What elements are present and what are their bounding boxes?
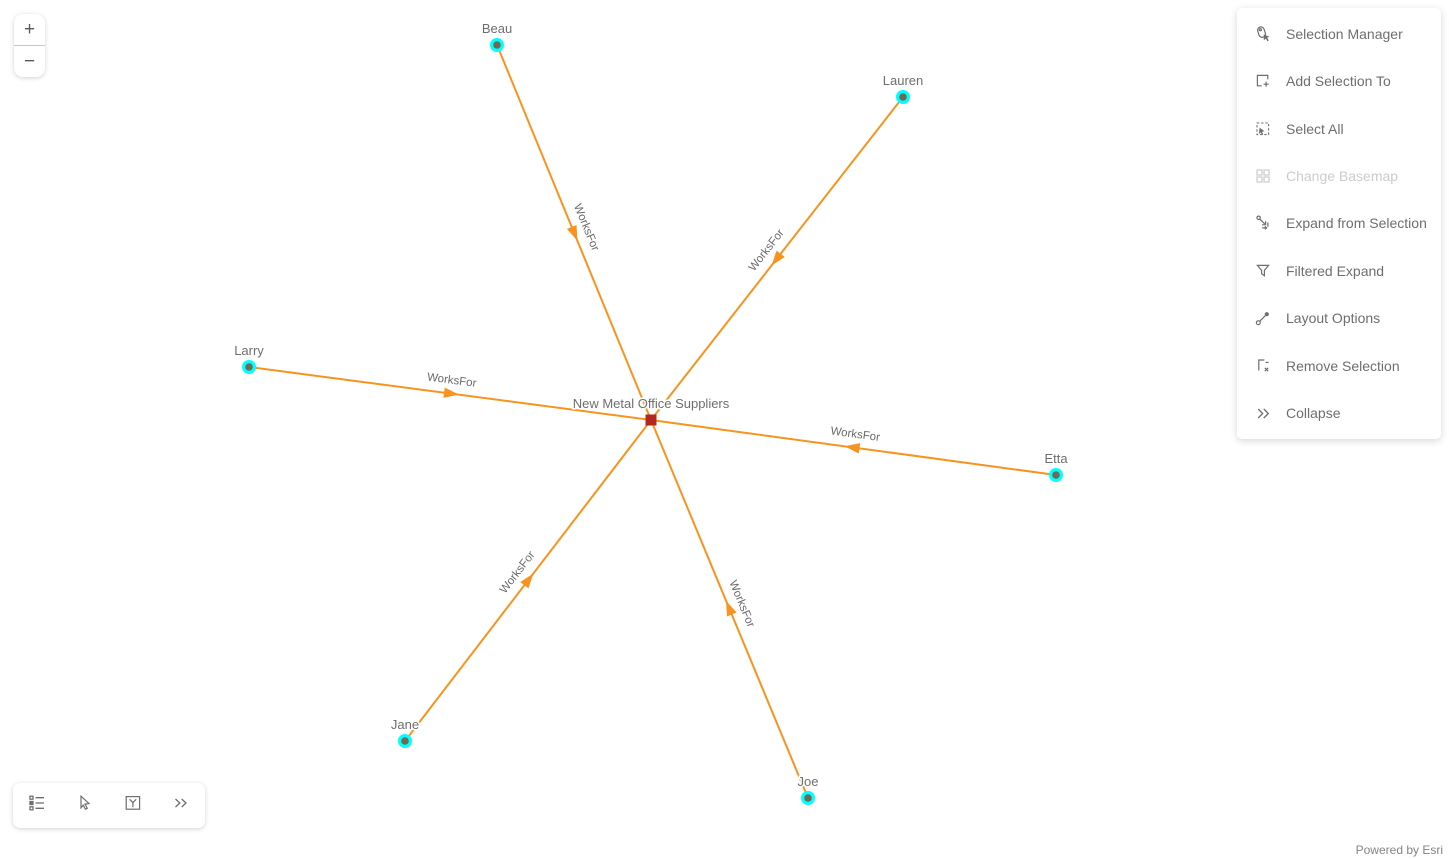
node-label-joe: Joe: [798, 774, 819, 789]
menu-item-label: Selection Manager: [1286, 25, 1403, 42]
menu-item-selection-manager[interactable]: Selection Manager: [1237, 10, 1441, 57]
expand-from-selection-icon: [1254, 214, 1272, 232]
node-supplier[interactable]: [645, 414, 657, 426]
collapse-icon: [1254, 404, 1272, 422]
edge-label: WorksFor: [426, 371, 477, 389]
edge-arrow: [726, 600, 737, 617]
menu-item-filtered-expand[interactable]: Filtered Expand: [1237, 247, 1441, 294]
expand-chevrons-icon: [171, 793, 191, 818]
map-toolbar: [13, 783, 205, 828]
edge-arrow: [771, 250, 785, 266]
node-label-lauren: Lauren: [883, 73, 923, 88]
legend-list-icon: [27, 793, 47, 818]
entity-dot: [899, 93, 907, 101]
edges-layer: [248, 44, 1057, 799]
node-label-jane: Jane: [391, 717, 419, 732]
nodes-layer: [242, 38, 1063, 805]
menu-item-label: Select All: [1286, 120, 1344, 137]
remove-selection-icon: [1254, 357, 1272, 375]
node-larry[interactable]: [242, 360, 256, 374]
zoom-in-button[interactable]: +: [14, 14, 45, 46]
zoom-control: + −: [14, 14, 45, 77]
node-jane[interactable]: [398, 734, 412, 748]
menu-item-remove-selection[interactable]: Remove Selection: [1237, 342, 1441, 389]
edge-arrow: [566, 224, 578, 241]
menu-item-label: Change Basemap: [1286, 168, 1399, 185]
menu-item-layout-options[interactable]: Layout Options: [1237, 295, 1441, 342]
zoom-out-button[interactable]: −: [23, 50, 36, 72]
menu-item-label: Expand from Selection: [1286, 215, 1427, 232]
menu-item-change-basemap: Change Basemap: [1237, 152, 1441, 199]
menu-item-label: Remove Selection: [1286, 357, 1400, 374]
node-label-larry: Larry: [234, 343, 264, 358]
powered-by-esri-attribution: Powered by Esri: [1355, 843, 1443, 857]
change-basemap-icon: [1254, 167, 1272, 185]
edge-arrow: [844, 443, 861, 454]
entity-dot: [245, 363, 253, 371]
entity-dot: [493, 41, 501, 49]
menu-item-label: Add Selection To: [1286, 73, 1391, 90]
edge-label: WorksFor: [498, 549, 538, 596]
node-label-supplier: New Metal Office Suppliers: [573, 396, 730, 411]
filtered-expand-icon: [1254, 262, 1272, 280]
edge-label: WorksFor: [830, 425, 881, 444]
layout-graph-icon: [123, 793, 143, 818]
node-label-etta: Etta: [1044, 451, 1068, 466]
select-cursor-button[interactable]: [68, 789, 102, 823]
layout-options-icon: [1254, 309, 1272, 327]
selection-context-menu: Selection Manager Add Selection To Selec…: [1237, 8, 1441, 439]
entity-dot: [804, 794, 812, 802]
expand-toolbar-button[interactable]: [164, 789, 198, 823]
node-label-beau: Beau: [482, 21, 512, 36]
select-all-icon: [1254, 120, 1272, 138]
select-cursor-icon: [75, 793, 95, 818]
node-joe[interactable]: [801, 791, 815, 805]
menu-item-label: Filtered Expand: [1286, 262, 1385, 279]
edge-arrow: [443, 387, 459, 398]
entity-dot: [401, 737, 409, 745]
menu-item-label: Layout Options: [1286, 310, 1381, 327]
menu-item-collapse[interactable]: Collapse: [1237, 390, 1441, 437]
legend-list-button[interactable]: [20, 789, 54, 823]
edge-label: WorksFor: [726, 579, 756, 630]
entity-dot: [1052, 471, 1060, 479]
menu-item-add-selection-to[interactable]: Add Selection To: [1237, 57, 1441, 104]
selection-manager-icon: [1254, 25, 1272, 43]
node-lauren[interactable]: [896, 90, 910, 104]
node-beau[interactable]: [490, 38, 504, 52]
labels-layer: WorksFor WorksFor WorksFor WorksFor WorksFor…: [233, 20, 1070, 791]
add-selection-to-icon: [1254, 72, 1272, 90]
edge-label: WorksFor: [747, 227, 787, 274]
edge-arrow: [520, 573, 534, 589]
menu-item-select-all[interactable]: Select All: [1237, 105, 1441, 152]
menu-item-expand-from-selection[interactable]: Expand from Selection: [1237, 200, 1441, 247]
menu-item-label: Collapse: [1286, 405, 1341, 422]
node-etta[interactable]: [1049, 468, 1063, 482]
layout-graph-button[interactable]: [116, 789, 150, 823]
